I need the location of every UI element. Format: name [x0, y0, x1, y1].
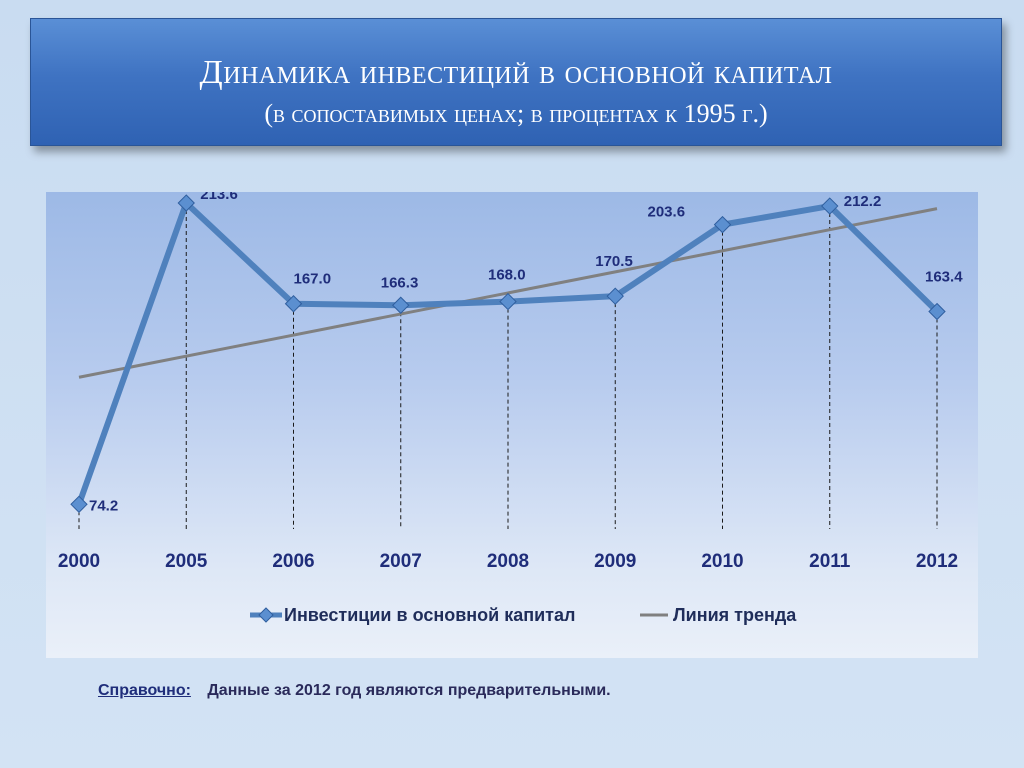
- legend-trend-label: Линия тренда: [673, 605, 797, 625]
- data-point-marker: [606, 287, 624, 305]
- chart-panel: 74.2 213.6 167.0 166.3 168.0 170.5 203.6 212.2 1…: [46, 192, 978, 658]
- page-title: Динамика инвестиций в основной капитал: [199, 54, 833, 91]
- x-tick-label: 2006: [272, 551, 314, 572]
- data-label: 212.2: [844, 193, 882, 210]
- data-label: 168.0: [488, 267, 526, 284]
- x-tick-label: 2000: [58, 551, 100, 572]
- data-label: 213.6: [200, 192, 238, 203]
- legend-series-label: Инвестиции в основной капитал: [284, 605, 575, 625]
- x-tick-label: 2007: [380, 551, 422, 572]
- data-point-marker: [284, 295, 303, 313]
- footnote-text: Данные за 2012 год являются предваритель…: [207, 682, 611, 699]
- data-point-marker: [177, 194, 195, 212]
- data-point-marker: [70, 495, 88, 514]
- data-point-marker: [821, 197, 839, 215]
- x-tick-label: 2009: [594, 551, 636, 572]
- x-tick-label: 2005: [165, 551, 208, 572]
- x-tick-label: 2010: [701, 551, 743, 572]
- data-point-marker: [392, 296, 410, 314]
- x-tick-label: 2008: [487, 551, 529, 572]
- x-tick-label: 2012: [916, 551, 958, 572]
- title-banner: Динамика инвестиций в основной капитал (…: [30, 18, 1002, 146]
- line-chart: 74.2 213.6 167.0 166.3 168.0 170.5 203.6 212.2 1…: [58, 192, 963, 625]
- data-label: 74.2: [89, 497, 118, 514]
- data-label: 166.3: [381, 274, 419, 291]
- footnote-label: Справочно:: [98, 682, 191, 699]
- footnote: Справочно: Данные за 2012 год являются п…: [98, 682, 611, 700]
- data-point-marker: [499, 292, 517, 311]
- legend-series-marker: [258, 607, 274, 623]
- data-label: 203.6: [648, 204, 686, 221]
- data-label: 170.5: [595, 253, 633, 270]
- data-label: 167.0: [294, 271, 332, 288]
- data-point-marker: [713, 215, 732, 234]
- page-subtitle: (в сопоставимых ценах; в процентах к 199…: [264, 99, 768, 128]
- data-label: 163.4: [925, 269, 963, 286]
- data-point-marker: [928, 302, 946, 321]
- x-tick-label: 2011: [809, 551, 851, 572]
